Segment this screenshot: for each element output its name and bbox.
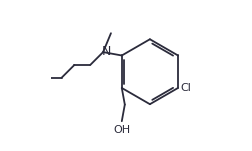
Text: N: N bbox=[102, 45, 111, 58]
Text: Cl: Cl bbox=[180, 83, 191, 93]
Text: OH: OH bbox=[113, 125, 130, 135]
